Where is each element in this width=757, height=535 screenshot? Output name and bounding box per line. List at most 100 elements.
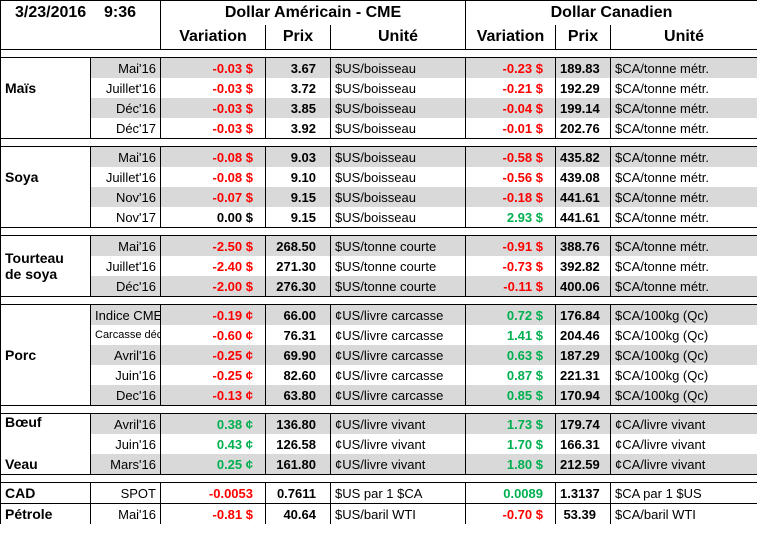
us-unit: ¢US/livre carcasse [330, 304, 466, 325]
us-unit: ¢US/livre carcasse [330, 365, 466, 385]
data-row: CAD SPOT -0.0053 0.7611 $US par 1 $CA 0.0089 1… [0, 482, 757, 504]
contract: SPOT [90, 482, 161, 504]
separator [0, 474, 757, 483]
separator [0, 227, 757, 236]
us-unit: $US/baril WTI [330, 503, 466, 524]
ca-price: 392.82 [555, 256, 611, 276]
ca-variation: 0.63 $ [465, 345, 556, 365]
separator [0, 405, 757, 414]
us-price: 9.10 [265, 167, 331, 187]
group-label: Veau [0, 454, 91, 475]
ca-unit: $CA/tonne métr. [609, 78, 757, 98]
column-header: Prix [555, 25, 611, 50]
data-row: Veau Mars'16 0.25 ¢ 161.80 ¢US/livre vivant 1… [0, 454, 757, 475]
us-unit: $US/boisseau [330, 146, 466, 167]
group-label: Maïs [0, 57, 91, 139]
contract: Juin'16 [90, 434, 161, 454]
us-variation: 0.25 ¢ [160, 454, 266, 475]
us-unit: $US/boisseau [330, 118, 466, 139]
ca-variation: 0.0089 [465, 482, 556, 504]
contract: Déc'16 [90, 98, 161, 118]
timestamp: 3/23/2016 9:36 [0, 0, 161, 25]
data-row: Carcasse découpée-0.60 ¢76.31¢US/livre c… [1, 325, 757, 345]
us-price: 3.85 [265, 98, 331, 118]
data-row: Soya Mai'16 -0.08 $9.03 $US/boisseau -0.58 $… [0, 146, 757, 228]
ca-price: 439.08 [555, 167, 611, 187]
separator [0, 138, 757, 147]
ca-price: 441.61 [555, 187, 611, 207]
column-header: Unité [609, 25, 757, 50]
us-variation: -0.03 $ [160, 57, 266, 78]
separator-row [0, 405, 757, 414]
column-header: Unité [330, 25, 466, 50]
ca-variation: 1.80 $ [465, 454, 556, 475]
us-unit: $US par 1 $CA [330, 482, 466, 504]
data-row: Déc'16 -2.00 $276.30 $US/tonne courte -0.11… [1, 276, 757, 297]
ca-unit: $CA par 1 $US [609, 482, 757, 504]
ca-unit: $CA/tonne métr. [609, 256, 757, 276]
separator-row [0, 49, 757, 58]
contract: Carcasse découpée [90, 325, 161, 345]
us-price: 126.58 [265, 434, 331, 454]
ca-variation: -0.58 $ [465, 146, 556, 167]
ca-price: 166.31 [555, 434, 611, 454]
us-unit: ¢US/livre carcasse [330, 325, 466, 345]
contract: Juin'16 [90, 365, 161, 385]
us-variation: -0.81 $ [160, 503, 266, 524]
group-label-line: Maïs [5, 80, 37, 96]
ca-unit: $CA/100kg (Qc) [609, 345, 757, 365]
us-variation: -0.25 ¢ [160, 365, 266, 385]
group-label: Bœuf [0, 413, 91, 454]
group-label-line: CAD [5, 485, 36, 501]
ca-unit: $CA/100kg (Qc) [609, 385, 757, 406]
us-price: 3.72 [265, 78, 331, 98]
ca-variation: -0.56 $ [465, 167, 556, 187]
us-unit: $US/tonne courte [330, 235, 466, 256]
ca-unit: ¢CA/livre vivant [609, 454, 757, 475]
separator-row [0, 227, 757, 236]
contract: Nov'17 [90, 207, 161, 228]
us-unit: ¢US/livre vivant [330, 413, 466, 434]
table-body: 3/23/2016 9:36 Dollar Américain - CME Do… [0, 0, 757, 524]
ca-price: 204.46 [555, 325, 611, 345]
ca-price: 1.3137 [555, 482, 611, 504]
ca-price: 189.83 [555, 57, 611, 78]
ca-unit: $CA/tonne métr. [609, 98, 757, 118]
us-title: Dollar Américain - CME [160, 0, 466, 25]
ca-price: 400.06 [555, 276, 611, 297]
us-variation: -0.03 $ [160, 118, 266, 139]
us-price: 76.31 [265, 325, 331, 345]
ca-unit: $CA/100kg (Qc) [609, 365, 757, 385]
us-unit: $US/boisseau [330, 207, 466, 228]
contract: Juillet'16 [90, 78, 161, 98]
data-row: Nov'17 0.00 $9.15 $US/boisseau 2.93 $441.61… [1, 207, 757, 228]
us-unit: $US/boisseau [330, 57, 466, 78]
data-row: Nov'16 -0.07 $9.15 $US/boisseau -0.18 $441.… [1, 187, 757, 207]
us-variation: 0.00 $ [160, 207, 266, 228]
ca-variation: -0.23 $ [465, 57, 556, 78]
group-label-line: Tourteau [5, 250, 64, 266]
us-unit: ¢US/livre carcasse [330, 345, 466, 365]
contract: Mai'16 [90, 235, 161, 256]
column-header: Prix [265, 25, 331, 50]
ca-price: 53.39 [555, 503, 611, 524]
ca-unit: $CA/tonne métr. [609, 276, 757, 297]
ca-price: 388.76 [555, 235, 611, 256]
date: 3/23/2016 [15, 4, 87, 21]
us-unit: ¢US/livre carcasse [330, 385, 466, 406]
ca-price: 179.74 [555, 413, 611, 434]
ca-price: 187.29 [555, 345, 611, 365]
us-price: 82.60 [265, 365, 331, 385]
data-row: Déc'16 -0.03 $3.85 $US/boisseau -0.04 $199.… [1, 98, 757, 118]
ca-variation: -0.11 $ [465, 276, 556, 297]
ca-variation: -0.21 $ [465, 78, 556, 98]
ca-variation: 1.41 $ [465, 325, 556, 345]
ca-unit: $CA/tonne métr. [609, 167, 757, 187]
us-price: 268.50 [265, 235, 331, 256]
ca-variation: -0.70 $ [465, 503, 556, 524]
ca-unit: $CA/tonne métr. [609, 187, 757, 207]
us-variation: -0.03 $ [160, 98, 266, 118]
us-variation: -0.25 ¢ [160, 345, 266, 365]
us-price: 66.00 [265, 304, 331, 325]
ca-price: 212.59 [555, 454, 611, 475]
